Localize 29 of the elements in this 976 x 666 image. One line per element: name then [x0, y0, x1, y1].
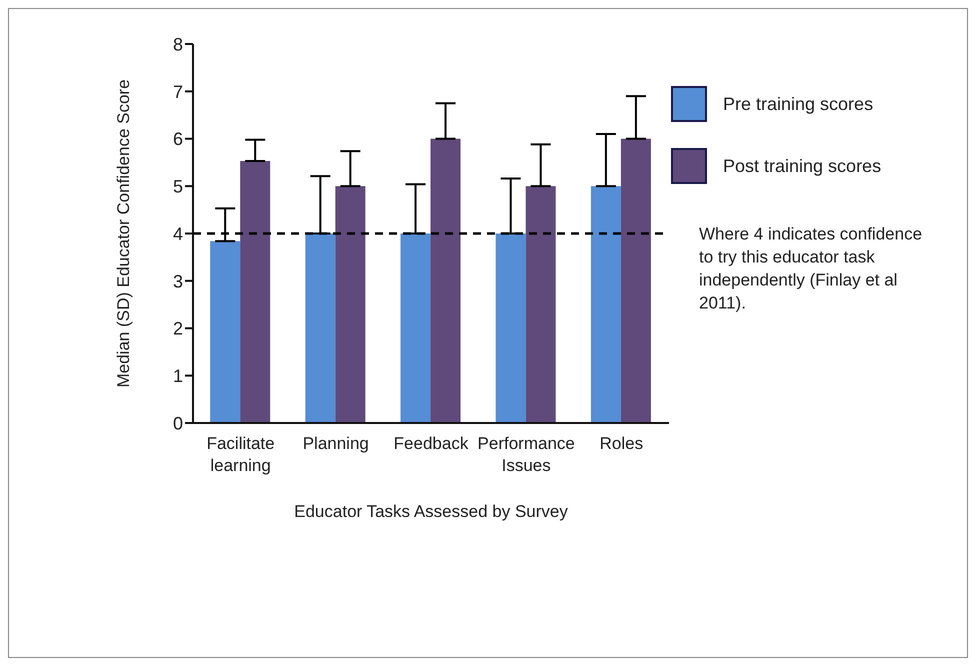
bar	[335, 186, 366, 423]
x-tick-label: Performance Issues	[478, 434, 575, 475]
x-tick-label: Roles	[600, 434, 644, 453]
bar	[240, 161, 270, 423]
y-tick-label: 8	[172, 34, 183, 54]
x-tick-label: Planning	[302, 434, 369, 453]
y-tick-label: 5	[172, 176, 183, 197]
bar	[210, 241, 240, 423]
x-tick-label: Facilitate learning	[206, 434, 275, 475]
bar	[400, 234, 431, 423]
y-tick-label: 6	[172, 129, 183, 150]
x-axis-title: Educator Tasks Assessed by Survey	[294, 502, 568, 521]
y-tick-label: 0	[172, 413, 183, 434]
y-tick-label: 1	[172, 366, 183, 386]
y-tick-label: 3	[172, 271, 183, 292]
y-axis-title: Median (SD) Educator Confidence Score	[114, 79, 134, 388]
y-tick-label: 7	[172, 82, 183, 102]
legend-label: Pre training scores	[723, 94, 874, 114]
bar	[526, 186, 556, 423]
legend-label: Post training scores	[723, 156, 882, 176]
bar	[590, 186, 621, 423]
ref-line-label: Where 4 indicates confidence to try this educator task independently (Finlay et al 2011).	[699, 224, 922, 312]
x-tick-label: Feedback	[394, 434, 469, 453]
y-tick-label: 4	[172, 224, 183, 244]
y-tick-label: 2	[172, 318, 183, 339]
bar	[620, 138, 651, 423]
bar	[430, 138, 461, 423]
bar	[496, 234, 526, 423]
bar	[305, 234, 336, 423]
